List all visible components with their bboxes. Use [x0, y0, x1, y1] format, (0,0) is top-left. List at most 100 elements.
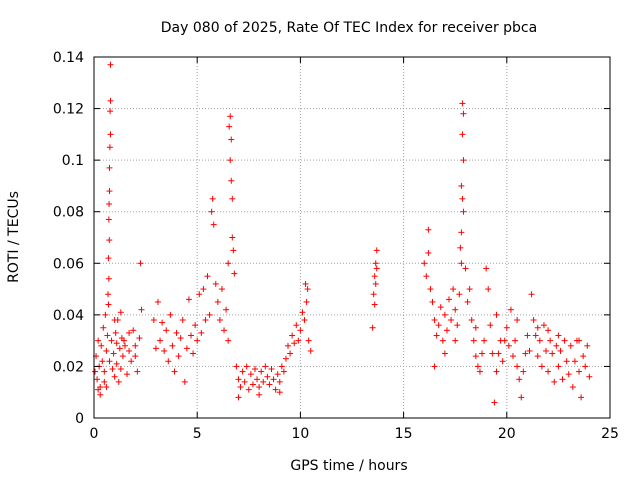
data-point: [545, 327, 552, 334]
data-point: [92, 368, 99, 375]
y-tick-label: 0.04: [53, 308, 84, 324]
data-point: [198, 329, 205, 336]
data-point: [221, 327, 228, 334]
data-point: [569, 384, 576, 391]
data-point: [100, 324, 107, 331]
data-point: [177, 335, 184, 342]
data-point: [165, 358, 172, 365]
data-point: [138, 306, 145, 313]
grid: [94, 57, 610, 418]
data-point: [227, 113, 234, 120]
data-point: [109, 366, 116, 373]
data-point: [233, 363, 240, 370]
data-point: [509, 353, 516, 360]
data-point: [173, 329, 180, 336]
data-point: [563, 358, 570, 365]
data-point: [98, 342, 105, 349]
y-tick-label: 0.06: [53, 256, 84, 272]
data-point: [460, 110, 467, 117]
data-point: [208, 208, 215, 215]
data-point: [481, 337, 488, 344]
data-point: [124, 371, 131, 378]
data-point: [115, 378, 122, 385]
data-point: [425, 226, 432, 233]
data-point: [110, 350, 117, 357]
data-point: [495, 350, 502, 357]
data-point: [106, 188, 113, 195]
data-point: [458, 260, 465, 267]
data-point: [218, 286, 225, 293]
data-point: [458, 182, 465, 189]
data-point: [372, 260, 379, 267]
y-tick-label: 0.14: [53, 50, 84, 66]
data-point: [586, 373, 593, 380]
data-point: [262, 363, 269, 370]
data-point: [132, 342, 139, 349]
data-point: [580, 353, 587, 360]
data-point: [459, 131, 466, 138]
data-point: [555, 332, 562, 339]
data-point: [448, 317, 455, 324]
data-point: [278, 363, 285, 370]
data-point: [462, 265, 469, 272]
data-point: [225, 260, 232, 267]
chart-title: Day 080 of 2025, Rate Of TEC Index for r…: [161, 20, 537, 36]
data-point: [520, 368, 527, 375]
data-point: [507, 306, 514, 313]
data-point: [136, 335, 143, 342]
data-point: [181, 378, 188, 385]
data-point: [101, 368, 108, 375]
x-tick-label: 0: [90, 426, 99, 442]
data-point: [373, 265, 380, 272]
data-point: [154, 298, 161, 305]
data-point: [226, 123, 233, 130]
data-point: [126, 329, 133, 336]
data-point: [369, 324, 376, 331]
data-point: [272, 386, 279, 393]
data-point: [565, 371, 572, 378]
data-point: [302, 280, 309, 287]
data-point: [503, 324, 510, 331]
data-point: [489, 350, 496, 357]
data-point: [460, 157, 467, 164]
data-point: [305, 337, 312, 344]
data-point: [117, 366, 124, 373]
data-point: [223, 306, 230, 313]
data-point: [295, 337, 302, 344]
data-point: [188, 332, 195, 339]
y-tick-label: 0.02: [53, 359, 84, 375]
data-point: [268, 366, 275, 373]
x-tick-label: 25: [601, 426, 619, 442]
data-point: [230, 247, 237, 254]
data-point: [237, 384, 244, 391]
data-point: [524, 332, 531, 339]
data-point: [225, 337, 232, 344]
data-point: [229, 234, 236, 241]
data-point: [228, 136, 235, 143]
data-point: [266, 381, 273, 388]
data-point: [256, 384, 263, 391]
data-point: [119, 353, 126, 360]
data-point: [106, 200, 113, 207]
data-point: [95, 337, 102, 344]
data-point: [107, 97, 114, 104]
data-point: [251, 366, 258, 373]
data-point: [254, 376, 261, 383]
data-point: [518, 394, 525, 401]
data-point: [130, 327, 137, 334]
data-point: [108, 337, 115, 344]
data-point: [157, 337, 164, 344]
y-tick-label: 0.12: [53, 102, 84, 118]
data-point: [532, 332, 539, 339]
data-point: [454, 322, 461, 329]
data-point: [264, 373, 271, 380]
data-point: [104, 332, 111, 339]
data-point: [185, 296, 192, 303]
data-point: [105, 216, 112, 223]
data-point: [456, 291, 463, 298]
data-point: [493, 368, 500, 375]
data-point: [260, 378, 267, 385]
data-point: [545, 368, 552, 375]
data-point: [457, 244, 464, 251]
data-point: [441, 311, 448, 318]
